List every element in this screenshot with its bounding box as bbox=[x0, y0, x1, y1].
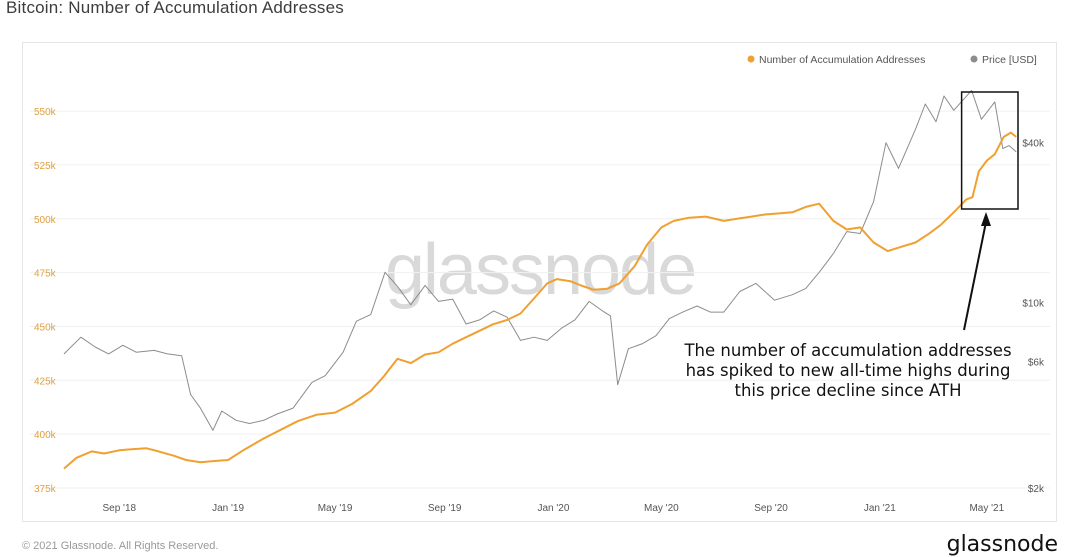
annotation-line: this price decline since ATH bbox=[735, 381, 962, 400]
page-title: Bitcoin: Number of Accumulation Addresse… bbox=[6, 0, 344, 17]
left-tick-label: 425k bbox=[34, 376, 57, 387]
left-tick-label: 375k bbox=[34, 484, 57, 495]
right-tick-label: $40k bbox=[1022, 139, 1045, 150]
x-tick-label: Jan '19 bbox=[212, 503, 244, 514]
right-axis: $2k $6k $10k $40k bbox=[1022, 139, 1045, 495]
x-tick-label: Sep '20 bbox=[754, 503, 788, 514]
legend: Number of Accumulation Addresses Price [U… bbox=[747, 54, 1037, 66]
left-tick-label: 525k bbox=[34, 161, 57, 172]
x-tick-label: May '20 bbox=[644, 503, 679, 514]
chart-frame bbox=[22, 42, 1057, 522]
legend-label-price: Price [USD] bbox=[982, 54, 1037, 66]
right-tick-label: $6k bbox=[1028, 357, 1045, 368]
x-tick-label: May '21 bbox=[969, 503, 1004, 514]
gridlines bbox=[30, 110, 1050, 489]
highlight-box bbox=[960, 91, 1019, 210]
left-tick-label: 475k bbox=[34, 269, 57, 280]
x-tick-label: Sep '19 bbox=[428, 503, 462, 514]
watermark-text: glassnode bbox=[385, 230, 695, 310]
right-tick-label: $2k bbox=[1028, 484, 1045, 495]
series-layer bbox=[63, 89, 1017, 470]
x-axis: Sep '18 Jan '19 May '19 Sep '19 Jan '20 May '… bbox=[102, 503, 1004, 514]
x-tick-label: Sep '18 bbox=[102, 503, 136, 514]
legend-marker-price bbox=[970, 55, 978, 63]
highlight-box-group bbox=[960, 91, 1019, 331]
series-line bbox=[63, 131, 1017, 470]
footer-logo: glassnode bbox=[946, 532, 1058, 557]
footer-copyright: © 2021 Glassnode. All Rights Reserved. bbox=[22, 540, 219, 552]
annotation-line: has spiked to new all-time highs during bbox=[686, 361, 1011, 380]
left-tick-label: 500k bbox=[34, 215, 57, 226]
left-tick-label: 400k bbox=[34, 430, 57, 441]
series-line bbox=[63, 89, 1017, 431]
x-tick-label: Jan '20 bbox=[538, 503, 570, 514]
annotation-arrow bbox=[963, 221, 987, 331]
legend-label-accumulation: Number of Accumulation Addresses bbox=[759, 54, 925, 66]
annotation-line: The number of accumulation addresses bbox=[683, 341, 1011, 360]
arrow-head bbox=[981, 212, 991, 226]
left-axis: 375k 400k 425k 450k 475k 500k 525k 550k bbox=[34, 107, 57, 495]
left-tick-label: 450k bbox=[34, 322, 57, 333]
left-tick-label: 550k bbox=[34, 107, 57, 118]
legend-marker-accumulation bbox=[747, 55, 755, 63]
x-tick-label: Jan '21 bbox=[864, 503, 896, 514]
x-tick-label: May '19 bbox=[318, 503, 353, 514]
annotation: The number of accumulation addresseshas … bbox=[683, 341, 1011, 400]
right-tick-label: $10k bbox=[1022, 299, 1045, 310]
